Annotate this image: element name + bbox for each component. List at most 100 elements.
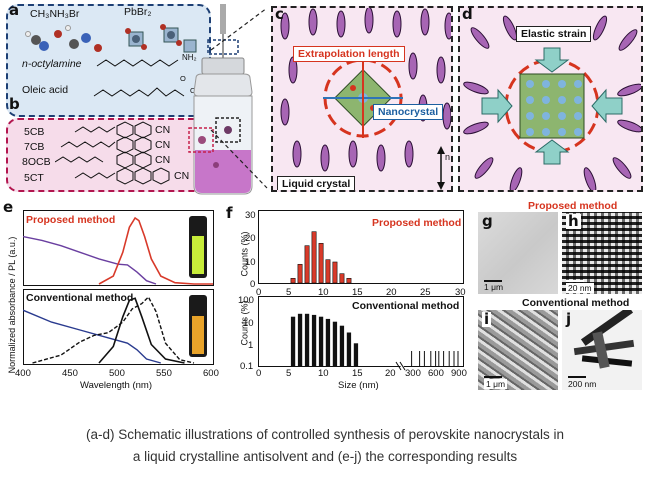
nanocrystal-lattice-d: [519, 73, 585, 139]
panel-b-label: b: [9, 95, 20, 113]
figure-caption-line2: a liquid crystalline antisolvent and (e-…: [132, 449, 518, 464]
oleic-acid-label: Oleic acid: [22, 84, 69, 96]
extrapolation-length-tag: Extrapolation length: [293, 46, 405, 62]
proposed-vial-photo: [192, 236, 204, 274]
e-xtick-500: 500: [109, 368, 125, 379]
f-conventional-bar-9: [318, 316, 324, 366]
f-conventional-bars: [290, 313, 359, 366]
f-top-xtick-30: 30: [455, 287, 466, 298]
cn-group-1: CN: [155, 124, 171, 136]
h-scale-bar: 20 nm: [566, 283, 594, 293]
f-top-xtick-15: 15: [352, 287, 363, 298]
tem-image-g: g 1 μm: [478, 212, 558, 294]
e-xlabel: Wavelength (nm): [80, 380, 152, 391]
f-bot-xtick-20: 20: [385, 368, 396, 379]
e-proposed-pl-line: [98, 216, 213, 285]
octylamine-label: n-octylamine: [22, 58, 82, 70]
f-proposed-bar-11: [332, 261, 338, 284]
f-xlabel: Size (nm): [338, 380, 379, 391]
figure-caption-line1: (a-d) Schematic illustrations of control…: [86, 427, 564, 442]
pbbr2-model: [125, 24, 197, 53]
panel-e-label: e: [3, 198, 14, 216]
f-proposed-bar-9: [318, 242, 324, 284]
e-plot-frame: [23, 210, 214, 365]
f-top-xtick-5: 5: [286, 287, 292, 298]
f-proposed-bar-10: [325, 259, 331, 284]
panel-i-label: i: [482, 310, 492, 328]
connector-lines: [210, 7, 268, 189]
ch3nh3br-model: [25, 25, 102, 52]
chem-pbbr2: PbBr₂: [124, 6, 152, 18]
molecule-8ocb: 8OCB: [22, 156, 51, 168]
j-scale-bar: 200 nm: [568, 379, 597, 389]
sem-image-i: i 1 μm: [478, 310, 558, 390]
molecule-7cb: 7CB: [24, 141, 45, 153]
molecule-models: [25, 24, 197, 53]
carbonyl-o: O: [180, 74, 186, 83]
f-conventional-bar-8: [311, 314, 317, 366]
panel-d: Elastic strain: [458, 6, 643, 192]
panel-f-label: f: [226, 204, 233, 222]
elastic-strain-tag: Elastic strain: [516, 26, 592, 42]
tem-image-j: j 200 nm: [562, 310, 642, 390]
f-conventional-bar-14: [353, 343, 359, 366]
f-bot-xtick-300: 300: [405, 368, 421, 379]
e-xtick-550: 550: [156, 368, 172, 379]
gh-proposed-title: Proposed method: [528, 200, 618, 212]
f-proposed-bar-7: [304, 245, 310, 284]
e-conventional-pl-dashed-line: [32, 295, 195, 364]
f-proposed-bar-6: [297, 263, 303, 284]
f-proposed-bar-12: [339, 273, 345, 284]
panel-h-label: h: [566, 212, 581, 230]
panel-d-label: d: [462, 5, 473, 23]
f-plot: [258, 210, 464, 371]
f-bot-ytick-0.1: 0.1: [240, 361, 254, 372]
panel-c: Extrapolation length Nanocrystal Liquid …: [271, 6, 453, 192]
panel-c-label: c: [275, 5, 284, 23]
f-top-ytick-20: 20: [245, 233, 256, 244]
panel-j-label: j: [566, 310, 572, 328]
cn-group-4: CN: [174, 170, 190, 182]
f-conventional-bar-10: [325, 318, 331, 366]
e-conventional-absorbance-line: [23, 309, 161, 364]
f-proposed-title: Proposed method: [372, 217, 462, 229]
f-proposed-bar-5: [290, 278, 296, 284]
panel-a-label: a: [9, 1, 20, 19]
f-conventional-bar-6: [297, 313, 303, 366]
reaction-vial-illustration: [188, 4, 253, 195]
cn-group-3: CN: [155, 154, 171, 166]
g-scale-bar: 1 μm: [484, 282, 504, 292]
f-bot-xtick-0: 0: [256, 368, 262, 379]
f-proposed-bar-8: [311, 231, 317, 284]
e-xtick-400: 400: [15, 368, 31, 379]
e-xtick-600: 600: [203, 368, 219, 379]
e-proposed-title: Proposed method: [26, 214, 116, 226]
lc-structures: [55, 121, 170, 185]
f-top-ytick-0: 0: [250, 279, 256, 290]
f-top-ytick-30: 30: [245, 210, 256, 221]
panel-g-label: g: [482, 212, 493, 230]
nanocrystal-tag: Nanocrystal: [373, 104, 444, 120]
f-bot-xtick-15: 15: [352, 368, 363, 379]
f-bot-ytick-10: 10: [243, 318, 254, 329]
f-bot-ytick-100: 100: [238, 295, 254, 306]
director-n-label: n: [445, 152, 451, 162]
f-bot-xtick-600: 600: [428, 368, 444, 379]
chem-ch3nh3br: CH₃NH₃Br: [30, 8, 80, 20]
cn-group-2: CN: [155, 139, 171, 151]
f-top-xtick-25: 25: [420, 287, 431, 298]
f-conventional-bar-12: [339, 325, 345, 366]
conventional-vial-photo: [192, 316, 204, 354]
f-top-xtick-10: 10: [318, 287, 329, 298]
f-top-ytick-10: 10: [245, 257, 256, 268]
ij-conventional-title: Conventional method: [522, 297, 630, 309]
f-top-xtick-0: 0: [256, 287, 262, 298]
e-xtick-450: 450: [62, 368, 78, 379]
e-proposed-absorbance-line: [23, 235, 157, 285]
f-proposed-bar-13: [346, 278, 352, 284]
f-bot-xtick-5: 5: [286, 368, 292, 379]
f-conventional-bar-5: [290, 316, 296, 366]
tem-image-h: h 20 nm: [562, 212, 642, 294]
molecule-5cb: 5CB: [24, 126, 45, 138]
f-conventional-bar-11: [332, 321, 338, 366]
